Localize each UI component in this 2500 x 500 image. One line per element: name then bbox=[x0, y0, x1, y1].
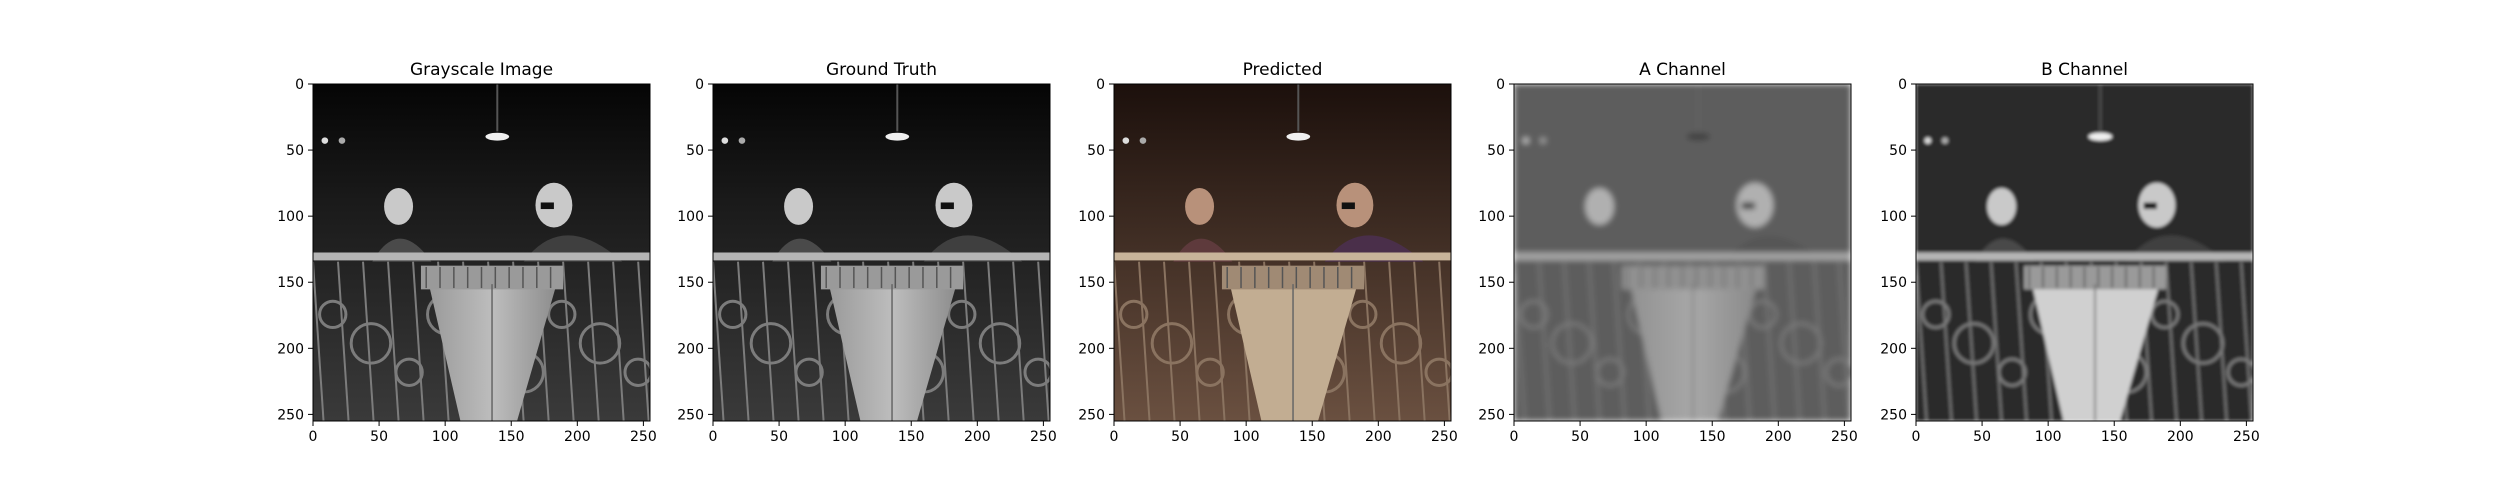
x-tick-label: 150 bbox=[2101, 429, 2128, 445]
y-tick-label: 0 bbox=[695, 77, 704, 93]
y-tick-label: 150 bbox=[277, 275, 304, 291]
x-tick-label: 50 bbox=[370, 429, 388, 445]
y-tick-label: 100 bbox=[277, 209, 304, 225]
x-tick-label: 250 bbox=[1831, 429, 1858, 445]
panel-frame bbox=[1513, 83, 1852, 422]
y-tick-label: 0 bbox=[295, 77, 304, 93]
x-tick-label: 100 bbox=[832, 429, 859, 445]
y-tick-label: 0 bbox=[1898, 77, 1907, 93]
x-tick-label: 200 bbox=[1765, 429, 1792, 445]
y-tick-label: 200 bbox=[1478, 341, 1505, 357]
panel-title: Predicted bbox=[1243, 60, 1323, 80]
x-tick-label: 150 bbox=[898, 429, 925, 445]
panel-image bbox=[1514, 84, 1851, 421]
x-tick-label: 0 bbox=[709, 429, 718, 445]
panel-frame bbox=[712, 83, 1051, 422]
y-tick-label: 0 bbox=[1496, 77, 1505, 93]
y-tick-label: 250 bbox=[1478, 407, 1505, 423]
panel-2: Ground Truth 0 0 50 50 100 100 150 150 200 200 250 2… bbox=[677, 60, 1056, 445]
panel-title: B Channel bbox=[2041, 60, 2128, 80]
y-tick-label: 150 bbox=[1880, 275, 1907, 291]
panel-image bbox=[1916, 84, 2253, 421]
x-tick-label: 50 bbox=[1973, 429, 1991, 445]
panel-image bbox=[313, 84, 650, 421]
panel-title: Grayscale Image bbox=[410, 60, 553, 80]
x-tick-label: 250 bbox=[2233, 429, 2260, 445]
x-tick-label: 150 bbox=[498, 429, 525, 445]
x-tick-label: 0 bbox=[1912, 429, 1921, 445]
y-tick-label: 250 bbox=[277, 407, 304, 423]
panel-frame bbox=[312, 83, 651, 422]
x-tick-label: 200 bbox=[564, 429, 591, 445]
panel-image bbox=[1114, 84, 1451, 421]
x-tick-label: 100 bbox=[1633, 429, 1660, 445]
y-tick-label: 100 bbox=[1078, 209, 1105, 225]
x-tick-label: 200 bbox=[2167, 429, 2194, 445]
x-tick-label: 200 bbox=[964, 429, 991, 445]
y-tick-label: 250 bbox=[1880, 407, 1907, 423]
x-tick-label: 100 bbox=[432, 429, 459, 445]
x-tick-label: 250 bbox=[1030, 429, 1057, 445]
x-tick-label: 50 bbox=[1171, 429, 1189, 445]
y-tick-label: 50 bbox=[1889, 143, 1907, 159]
y-tick-label: 0 bbox=[1096, 77, 1105, 93]
panel-title: Ground Truth bbox=[826, 60, 937, 80]
y-tick-label: 200 bbox=[1078, 341, 1105, 357]
x-tick-label: 200 bbox=[1365, 429, 1392, 445]
panel-1: Grayscale Image 0 0 50 50 100 100 150 150 200 200 2… bbox=[277, 60, 656, 445]
y-tick-label: 100 bbox=[1880, 209, 1907, 225]
y-tick-label: 50 bbox=[686, 143, 704, 159]
y-tick-label: 100 bbox=[1478, 209, 1505, 225]
x-tick-label: 0 bbox=[1110, 429, 1119, 445]
y-tick-label: 150 bbox=[1078, 275, 1105, 291]
y-tick-label: 50 bbox=[286, 143, 304, 159]
x-tick-label: 100 bbox=[2035, 429, 2062, 445]
y-tick-label: 100 bbox=[677, 209, 704, 225]
x-tick-label: 250 bbox=[630, 429, 657, 445]
y-tick-label: 250 bbox=[677, 407, 704, 423]
x-tick-label: 0 bbox=[1510, 429, 1519, 445]
y-tick-label: 50 bbox=[1087, 143, 1105, 159]
y-tick-label: 150 bbox=[677, 275, 704, 291]
x-tick-label: 250 bbox=[1431, 429, 1458, 445]
panel-frame bbox=[1113, 83, 1452, 422]
x-tick-label: 50 bbox=[1571, 429, 1589, 445]
panel-5: B Channel 0 0 50 50 100 100 150 150 200 200 250 250 bbox=[1880, 60, 2259, 445]
y-tick-label: 200 bbox=[277, 341, 304, 357]
panel-4: A Channel 0 0 50 50 100 100 150 150 200 200 250 250 bbox=[1478, 60, 1857, 445]
panel-frame bbox=[1915, 83, 2254, 422]
x-tick-label: 150 bbox=[1699, 429, 1726, 445]
y-tick-label: 200 bbox=[1880, 341, 1907, 357]
y-tick-label: 200 bbox=[677, 341, 704, 357]
x-tick-label: 100 bbox=[1233, 429, 1260, 445]
y-tick-label: 50 bbox=[1487, 143, 1505, 159]
y-tick-label: 250 bbox=[1078, 407, 1105, 423]
panel-image bbox=[713, 84, 1050, 421]
panel-title: A Channel bbox=[1639, 60, 1726, 80]
x-tick-label: 150 bbox=[1299, 429, 1326, 445]
x-tick-label: 0 bbox=[309, 429, 318, 445]
x-tick-label: 50 bbox=[770, 429, 788, 445]
panel-3: Predicted 0 0 50 50 100 100 150 150 200 200 250 250 bbox=[1078, 60, 1457, 445]
y-tick-label: 150 bbox=[1478, 275, 1505, 291]
